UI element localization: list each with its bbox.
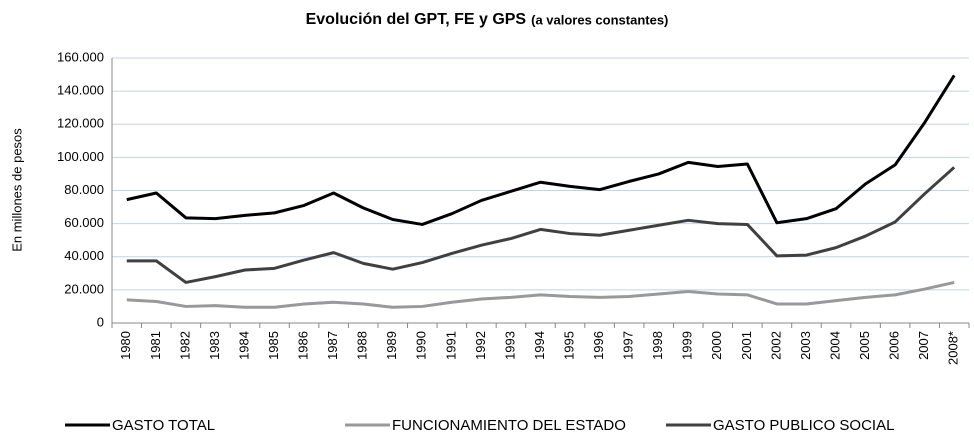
- legend-label: FUNCIONAMIENTO DEL ESTADO: [392, 417, 626, 434]
- x-tick-label: 1982: [177, 331, 192, 360]
- x-tick-label: 1983: [207, 331, 222, 360]
- series-line: [126, 166, 956, 284]
- x-tick-label: 2000: [709, 331, 724, 360]
- x-tick-label: 1984: [236, 331, 251, 360]
- x-tick-label: 2001: [739, 331, 754, 360]
- x-tick-label: 1989: [384, 331, 399, 360]
- y-tick-label: 0: [97, 314, 104, 329]
- y-tick-label: 20.000: [64, 281, 104, 296]
- x-tick-label: 2005: [857, 331, 872, 360]
- y-axis-label: En millones de pesos: [9, 128, 24, 252]
- chart-title: Evolución del GPT, FE y GPS: [306, 11, 527, 28]
- y-tick-label: 40.000: [64, 248, 104, 263]
- x-tick-label: 2008*: [946, 331, 961, 365]
- x-tick-label: 1980: [118, 331, 133, 360]
- y-tick-label: 120.000: [57, 116, 104, 131]
- x-tick-label: 2007: [916, 331, 931, 360]
- x-tick-label: 1991: [443, 331, 458, 360]
- x-tick-label: 1999: [680, 331, 695, 360]
- x-tick-label: 1990: [414, 331, 429, 360]
- x-tick-label: 1994: [532, 331, 547, 360]
- chart-subtitle: (a valores constantes): [531, 12, 668, 27]
- y-tick-label: 60.000: [64, 215, 104, 230]
- x-tick-label: 1988: [355, 331, 370, 360]
- x-tick-label: 1986: [296, 331, 311, 360]
- x-tick-label: 2006: [887, 331, 902, 360]
- legend-label: GASTO PUBLICO SOCIAL: [713, 417, 894, 434]
- series-line: [126, 74, 956, 226]
- x-tick-label: 1993: [502, 331, 517, 360]
- y-tick-label: 160.000: [57, 49, 104, 64]
- x-tick-label: 1981: [148, 331, 163, 360]
- x-tick-label: 1985: [266, 331, 281, 360]
- y-tick-label: 140.000: [57, 83, 104, 98]
- y-tick-label: 100.000: [57, 149, 104, 164]
- x-tick-label: 1987: [325, 331, 340, 360]
- x-tick-label: 1995: [561, 331, 576, 360]
- y-tick-label: 80.000: [64, 182, 104, 197]
- x-tick-label: 1996: [591, 331, 606, 360]
- x-tick-label: 2002: [768, 331, 783, 360]
- x-tick-label: 2004: [827, 331, 842, 360]
- x-tick-label: 2003: [798, 331, 813, 360]
- series-line: [126, 280, 955, 309]
- x-tick-label: 1997: [621, 331, 636, 360]
- x-tick-label: 1992: [473, 331, 488, 360]
- x-tick-label: 1998: [650, 331, 665, 360]
- legend-label: GASTO TOTAL: [112, 417, 215, 434]
